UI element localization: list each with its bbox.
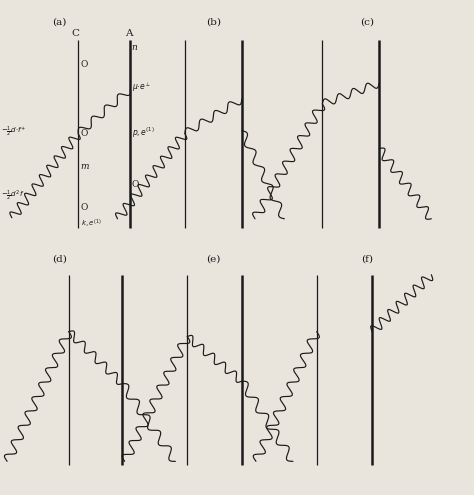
Text: A: A <box>125 29 133 38</box>
Text: $\mu{\cdot}e^{\perp}$: $\mu{\cdot}e^{\perp}$ <box>132 81 151 95</box>
Text: (d): (d) <box>52 254 67 263</box>
Text: $-\frac{1}{2}d{\cdot}f^{+}$: $-\frac{1}{2}d{\cdot}f^{+}$ <box>1 125 26 139</box>
Text: C: C <box>72 29 80 38</box>
Text: O: O <box>81 129 88 138</box>
Text: (b): (b) <box>206 18 221 27</box>
Text: (a): (a) <box>52 18 66 27</box>
Text: (e): (e) <box>206 254 220 263</box>
Text: O: O <box>81 203 88 212</box>
Text: n: n <box>132 43 137 51</box>
Text: (f): (f) <box>361 254 374 263</box>
Text: O: O <box>132 180 139 189</box>
Text: (c): (c) <box>360 18 374 27</box>
Text: m: m <box>81 162 89 171</box>
Text: O: O <box>81 60 88 69</box>
Text: $-\frac{1}{2}d^{2}f$: $-\frac{1}{2}d^{2}f$ <box>1 189 24 202</box>
Text: $p,e^{(1)}$: $p,e^{(1)}$ <box>132 125 155 140</box>
Text: $k,e^{(1)}$: $k,e^{(1)}$ <box>81 218 101 230</box>
